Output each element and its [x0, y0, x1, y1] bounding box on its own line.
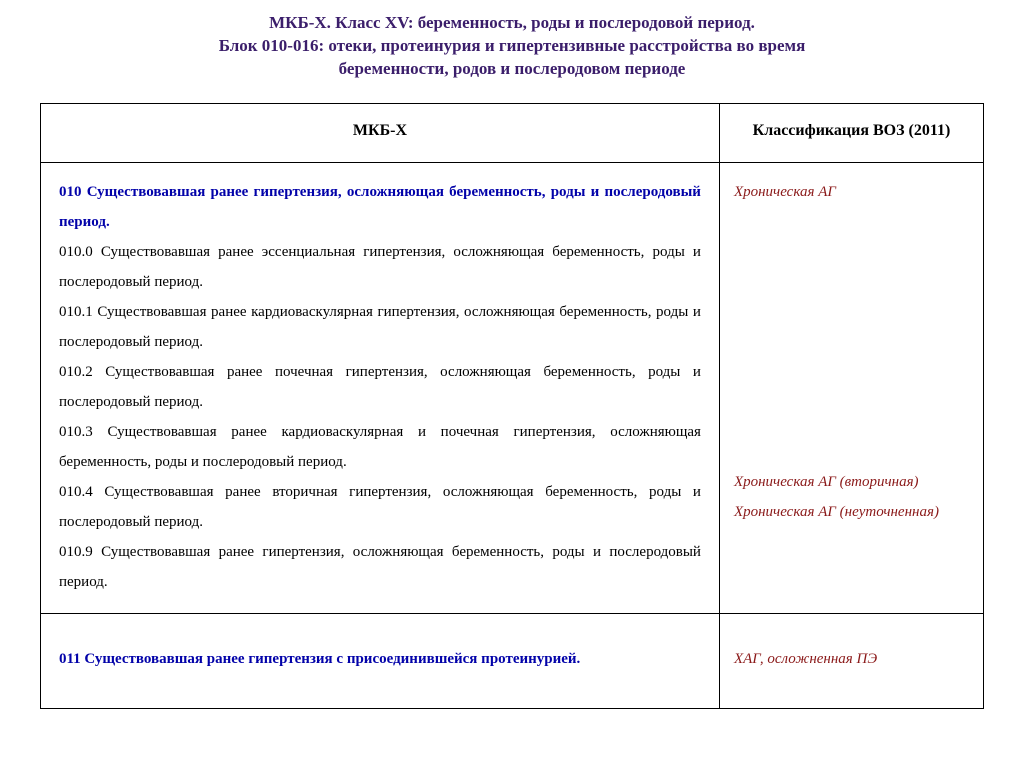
entry-010: 010 Существовавшая ранее гипертензия, ос… — [59, 177, 701, 237]
table-row: 010 Существовавшая ранее гипертензия, ос… — [41, 162, 984, 613]
row1-left: 010 Существовавшая ранее гипертензия, ос… — [41, 162, 720, 613]
header-right: Классификация ВОЗ (2011) — [719, 103, 983, 162]
entry-010-0: 010.0 Существовавшая ранее эссенциальная… — [59, 237, 701, 297]
right-group-1: Хроническая АГ — [734, 177, 969, 207]
row1-right: Хроническая АГ Хроническая АГ (вторичная… — [719, 162, 983, 613]
title-line-2: Блок 010-016: отеки, протеинурия и гипер… — [40, 35, 984, 58]
right-row2: ХАГ, осложненная ПЭ — [734, 644, 969, 674]
classification-table: МКБ-X Классификация ВОЗ (2011) 010 Сущес… — [40, 103, 984, 709]
slide: МКБ-Х. Класс XV: беременность, роды и по… — [0, 0, 1024, 767]
right-group-2a: Хроническая АГ (вторичная) — [734, 467, 969, 497]
entry-010-4: 010.4 Существовавшая ранее вторичная гип… — [59, 477, 701, 537]
entry-010-3: 010.3 Существовавшая ранее кардиоваскуля… — [59, 417, 701, 477]
row2-left: 011 Существовавшая ранее гипертензия с п… — [41, 613, 720, 708]
title-block: МКБ-Х. Класс XV: беременность, роды и по… — [40, 12, 984, 81]
right-group-2: Хроническая АГ (вторичная) Хроническая А… — [734, 467, 969, 527]
title-line-1: МКБ-Х. Класс XV: беременность, роды и по… — [40, 12, 984, 35]
entry-010-1: 010.1 Существовавшая ранее кардиоваскуля… — [59, 297, 701, 357]
entry-010-9: 010.9 Существовавшая ранее гипертензия, … — [59, 537, 701, 597]
entry-010-2: 010.2 Существовавшая ранее почечная гипе… — [59, 357, 701, 417]
row2-right: ХАГ, осложненная ПЭ — [719, 613, 983, 708]
table-header-row: МКБ-X Классификация ВОЗ (2011) — [41, 103, 984, 162]
title-line-3: беременности, родов и послеродовом перио… — [40, 58, 984, 81]
right-group-2b: Хроническая АГ (неуточненная) — [734, 497, 969, 527]
header-left: МКБ-X — [41, 103, 720, 162]
entry-011: 011 Существовавшая ранее гипертензия с п… — [59, 644, 701, 674]
table-row: 011 Существовавшая ранее гипертензия с п… — [41, 613, 984, 708]
